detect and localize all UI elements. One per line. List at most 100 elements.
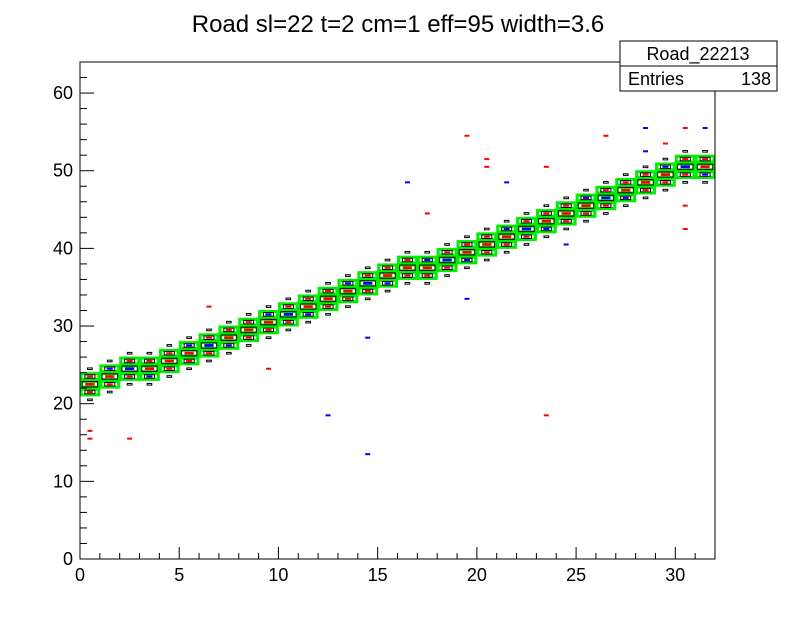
hist-box (523, 243, 530, 246)
hist-box (265, 336, 272, 339)
hist-box (345, 305, 351, 308)
road-bin (99, 364, 121, 374)
hist-box (640, 187, 652, 193)
hist-box (583, 219, 589, 223)
hist-box (464, 235, 470, 239)
hist-box (662, 188, 669, 192)
hist-box (401, 273, 413, 278)
hist-fill (384, 266, 391, 269)
hist-fill (444, 266, 451, 269)
hist-box (339, 287, 357, 295)
hist-fill (700, 165, 710, 169)
road-bin (99, 379, 121, 389)
hist-box (699, 156, 711, 162)
road-bin (555, 216, 577, 226)
hist-box (364, 297, 371, 301)
road-bin (476, 247, 498, 257)
outlier-mark (504, 181, 510, 184)
hist-fill (285, 321, 292, 324)
hist-box (540, 226, 552, 232)
road-bin (436, 247, 458, 257)
road-bin (277, 302, 299, 311)
hist-box (424, 282, 431, 285)
hist-box (362, 273, 374, 278)
hist-box (223, 327, 235, 333)
axes: 0 5 10 15 20 25 30 0 10 20 30 40 50 60 (53, 61, 716, 585)
hist-fill (364, 274, 371, 277)
hist-box (464, 266, 470, 270)
hist-fill (225, 328, 232, 331)
hist-fill (563, 220, 570, 223)
hist-box (399, 264, 416, 272)
hist-fill (503, 227, 510, 230)
hist-box (444, 274, 450, 277)
hist-box (243, 319, 255, 325)
x-tick-label: 20 (467, 565, 487, 585)
hist-box (580, 211, 592, 216)
hist-fill (124, 367, 135, 371)
hist-box (203, 350, 215, 356)
outlier-mark (702, 127, 708, 130)
outlier-mark (643, 150, 649, 153)
chart-title: Road sl=22 t=2 cm=1 eff=95 width=3.6 (192, 11, 605, 38)
outlier-mark (325, 414, 331, 417)
outlier-mark (127, 437, 133, 440)
road-bin (654, 177, 676, 187)
hist-box (382, 281, 394, 286)
hist-box (702, 181, 708, 184)
hist-fill (463, 259, 470, 262)
hist-box (87, 367, 93, 371)
outlier-mark (643, 127, 649, 130)
road-bin (178, 341, 200, 350)
hist-fill (404, 259, 411, 262)
hist-box (642, 196, 649, 200)
road-bin (535, 209, 557, 218)
hist-box (226, 351, 232, 355)
hist-fill (424, 274, 431, 277)
hist-box (206, 359, 212, 363)
hist-box (325, 282, 331, 285)
road-bin (317, 286, 339, 296)
hist-box (124, 374, 136, 379)
hist-box (282, 304, 294, 309)
hist-fill (164, 359, 174, 363)
hist-box (345, 274, 351, 277)
hist-fill (344, 282, 351, 285)
hist-box (143, 358, 155, 364)
hist-box (543, 235, 550, 239)
hist-fill (146, 375, 153, 378)
road-bin (297, 294, 319, 304)
outlier-mark (563, 243, 569, 246)
hist-box (404, 282, 411, 285)
road-bin (139, 372, 160, 381)
hist-fill (166, 367, 173, 370)
hist-fill (462, 250, 472, 254)
x-tick-label: 0 (75, 565, 85, 585)
hist-box (523, 212, 530, 215)
hist-fill (581, 204, 591, 208)
hist-box (404, 250, 411, 254)
road-bin (416, 255, 438, 265)
outlier-mark (682, 227, 688, 230)
hist-fill (283, 313, 294, 316)
hist-box (384, 289, 391, 293)
hist-fill (265, 328, 272, 331)
hist-fill (265, 313, 272, 316)
hist-box (622, 204, 629, 207)
road-bin (456, 240, 478, 249)
hist-fill (444, 251, 451, 254)
hist-fill (144, 367, 155, 371)
hist-fill (602, 204, 609, 207)
hist-fill (521, 227, 532, 231)
hist-box (438, 256, 456, 264)
hist-box (583, 188, 589, 192)
hist-box (146, 382, 153, 386)
hist-box (166, 375, 173, 378)
road-bin (178, 356, 200, 366)
hist-box (104, 382, 116, 387)
hist-fill (422, 266, 432, 270)
hist-box (540, 211, 552, 216)
hist-box (617, 186, 634, 194)
hist-fill (126, 359, 133, 362)
hist-box (319, 295, 337, 303)
